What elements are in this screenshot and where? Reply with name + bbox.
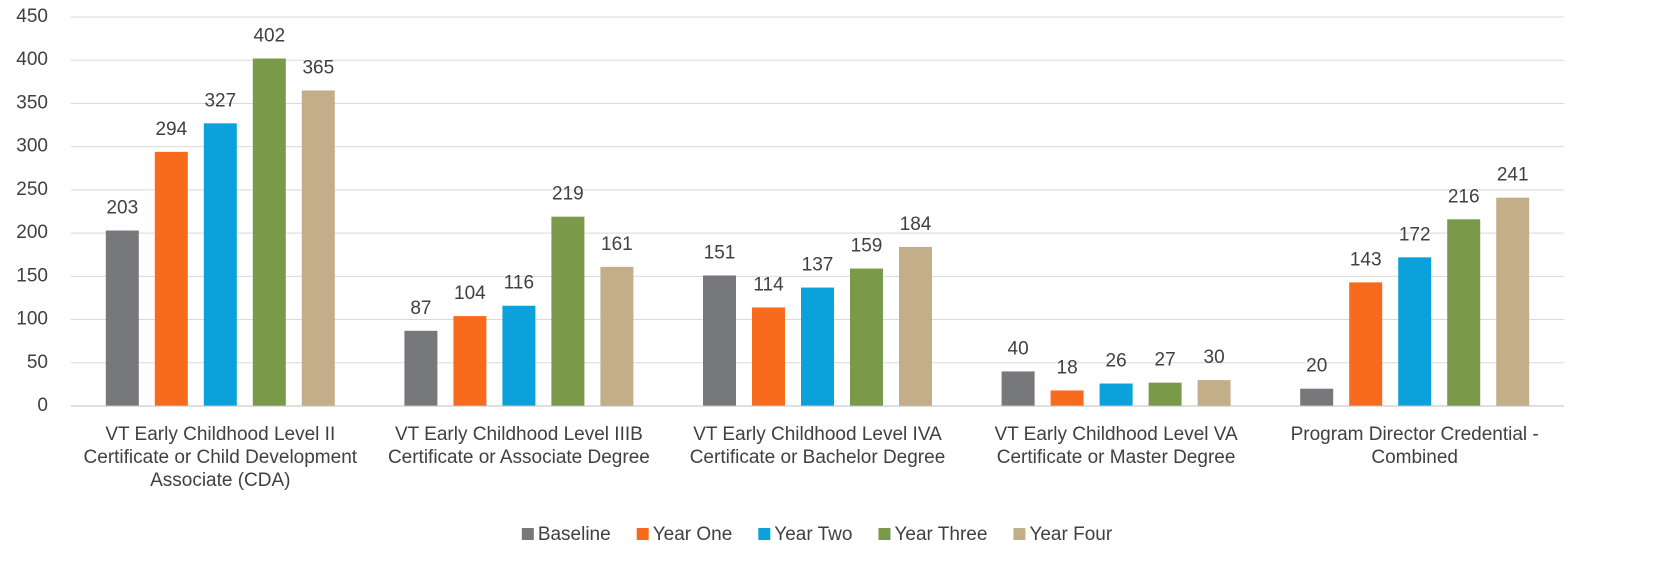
bar	[301, 90, 335, 406]
bar	[1148, 382, 1182, 406]
bar	[1349, 282, 1383, 406]
x-tick-label: VT Early Childhood Level IVA Certificate…	[689, 424, 946, 468]
bar	[203, 123, 237, 407]
data-label: 161	[601, 234, 633, 255]
data-label: 216	[1448, 186, 1480, 207]
data-label: 18	[1057, 357, 1078, 378]
bar	[404, 330, 438, 406]
bar	[1447, 219, 1481, 406]
x-tick-label: VT Early Childhood Level VA Certificate …	[994, 424, 1238, 468]
y-tick-label: 100	[16, 309, 48, 330]
bar	[154, 151, 188, 406]
data-label: 219	[552, 184, 584, 205]
bar	[1099, 383, 1133, 406]
data-label: 87	[410, 298, 431, 319]
x-tick-label: VT Early Childhood Level IIIB Certificat…	[387, 424, 650, 468]
data-label: 114	[753, 274, 784, 295]
bar	[752, 307, 785, 406]
legend-swatch	[636, 528, 649, 540]
data-label: 294	[155, 119, 187, 140]
x-tick-label: VT Early Childhood Level II Certificate …	[83, 424, 358, 491]
data-label: 172	[1399, 224, 1431, 245]
data-label: 402	[253, 26, 285, 47]
data-label: 143	[1350, 249, 1382, 270]
data-label: 184	[900, 214, 932, 235]
bar	[1496, 197, 1530, 406]
data-label: 159	[851, 236, 883, 257]
x-tick-label: Program Director Credential - Combined	[1290, 424, 1539, 468]
bar	[600, 266, 634, 406]
bar	[703, 275, 736, 406]
bar	[1001, 371, 1035, 406]
data-label: 30	[1204, 347, 1225, 368]
bar	[551, 216, 585, 406]
bar	[502, 305, 536, 406]
data-label: 104	[454, 283, 486, 304]
legend-swatch	[521, 528, 534, 540]
bar	[1398, 257, 1432, 406]
legend-label: Year Three	[894, 524, 987, 545]
y-tick-label: 400	[16, 49, 48, 70]
bar	[850, 268, 883, 406]
bar	[1300, 388, 1334, 406]
bar	[453, 316, 487, 406]
y-tick-label: 50	[27, 352, 48, 373]
bar	[1050, 390, 1084, 406]
data-label: 20	[1306, 356, 1327, 377]
data-label: 151	[704, 242, 736, 263]
legend-swatch	[1013, 528, 1026, 540]
y-tick-label: 0	[37, 395, 48, 416]
bar	[252, 58, 286, 406]
data-label: 116	[504, 273, 534, 294]
legend-label: Year One	[653, 524, 733, 545]
data-label: 40	[1008, 338, 1029, 359]
y-tick-label: 300	[16, 136, 48, 157]
data-label: 26	[1106, 351, 1127, 372]
data-label: 241	[1497, 165, 1529, 186]
bar	[1197, 380, 1231, 406]
legend-label: Year Four	[1029, 524, 1112, 545]
y-tick-label: 350	[16, 92, 48, 113]
data-label: 137	[802, 255, 834, 276]
bar	[105, 230, 139, 406]
y-tick-label: 250	[16, 179, 48, 200]
legend-swatch	[878, 528, 891, 540]
data-label: 27	[1155, 350, 1176, 371]
bar	[801, 287, 834, 406]
bar	[899, 246, 932, 406]
data-label: 365	[302, 57, 334, 78]
y-tick-label: 200	[16, 222, 48, 243]
y-tick-label: 450	[16, 6, 48, 27]
y-tick-label: 150	[16, 265, 48, 286]
data-label: 203	[106, 198, 138, 219]
legend-label: Year Two	[774, 524, 852, 545]
data-label: 327	[204, 90, 236, 111]
legend-swatch	[758, 528, 771, 540]
legend-label: Baseline	[538, 524, 611, 545]
